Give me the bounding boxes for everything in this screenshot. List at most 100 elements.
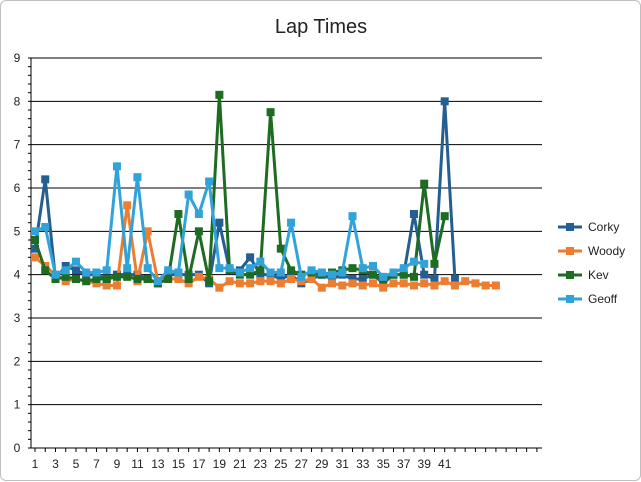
data-point-woody [420,279,429,288]
data-point-geoff [266,268,275,277]
x-tick-label: 33 [356,457,370,471]
data-point-kev [82,277,91,286]
x-tick-label: 13 [151,457,165,471]
data-point-kev [184,275,193,283]
x-tick-label: 35 [377,457,391,471]
data-point-kev [215,90,224,99]
data-point-geoff [399,264,408,273]
x-tick-label: 37 [397,457,411,471]
data-point-geoff [307,266,316,275]
data-point-geoff [297,272,306,281]
y-tick-label: 6 [14,181,21,195]
data-point-corky [61,262,70,270]
chart-title: Lap Times [275,16,367,38]
data-point-kev [440,212,449,221]
data-point-woody [399,279,408,288]
data-point-woody [450,281,459,290]
data-point-woody [338,281,347,290]
data-point-kev [205,277,214,286]
y-tick-label: 3 [14,311,21,325]
data-point-geoff [205,177,214,186]
series-group [31,90,500,292]
data-point-geoff [123,264,132,273]
data-point-kev [409,272,418,281]
data-point-woody [440,277,449,286]
data-point-woody [430,281,439,290]
data-point-kev [399,270,408,279]
data-point-woody [461,277,470,286]
data-point-corky [430,275,439,283]
data-point-kev [102,275,111,283]
x-tick-label: 23 [254,457,268,471]
legend-marker-geoff [566,295,574,303]
legend-marker-woody [566,247,574,255]
x-tick-label: 39 [418,457,432,471]
data-point-geoff [276,268,285,277]
data-point-corky [440,97,449,106]
data-point-woody [123,201,132,210]
data-point-geoff [246,264,255,273]
data-point-geoff [420,259,429,268]
data-point-woody [358,281,367,290]
data-point-corky [71,266,80,275]
y-tick-label: 4 [14,268,21,282]
data-point-geoff [215,264,224,273]
data-point-woody [143,227,152,236]
data-point-geoff [328,270,337,279]
gridlines [31,57,542,406]
data-point-woody [31,253,39,262]
data-point-kev [123,272,132,281]
data-point-kev [430,259,439,268]
series-line-kev [33,93,447,285]
legend-label-geoff: Geoff [588,292,618,306]
data-point-kev [133,275,142,283]
data-point-kev [51,275,60,283]
data-point-kev [246,270,255,279]
data-point-corky [41,175,50,184]
legend-label-woody: Woody [588,244,625,258]
x-tick-label: 21 [233,457,247,471]
x-tick-label: 5 [73,457,80,471]
data-point-woody [194,272,203,281]
data-point-corky [287,270,296,279]
data-point-kev [276,244,285,253]
data-point-geoff [235,268,244,277]
data-point-corky [276,275,285,283]
data-point-kev [420,179,429,188]
data-point-woody [215,283,224,292]
x-tick-label: 41 [438,457,452,471]
data-point-woody [389,279,398,288]
y-tick-label: 7 [14,138,21,152]
legend: Corky Woody Kev Geoff [558,220,625,306]
data-point-kev [112,272,121,281]
series-line-corky [33,99,457,285]
series-line-woody [34,203,496,290]
data-point-woody [307,275,316,283]
data-point-geoff [379,272,388,281]
data-point-geoff [153,277,162,286]
legend-marker-kev [566,271,574,279]
data-point-geoff [82,268,91,277]
data-point-geoff [358,264,367,273]
x-tick-label: 27 [295,457,309,471]
data-point-kev [174,210,183,218]
data-point-kev [256,266,265,275]
data-point-geoff [71,257,80,266]
data-point-geoff [369,262,377,270]
data-point-geoff [61,266,70,275]
data-point-woody [369,279,377,288]
y-tick-label: 8 [14,94,21,108]
data-point-corky [246,253,255,262]
legend-label-kev: Kev [588,268,609,282]
data-point-woody [317,283,326,292]
data-point-woody [246,279,255,288]
data-point-woody [184,279,193,288]
legend-marker-corky [566,223,574,231]
data-point-geoff [194,210,203,218]
data-point-corky [215,218,224,227]
data-point-geoff [287,218,296,227]
data-point-corky [409,210,418,218]
data-point-woody [348,279,357,288]
data-point-woody [491,281,500,290]
